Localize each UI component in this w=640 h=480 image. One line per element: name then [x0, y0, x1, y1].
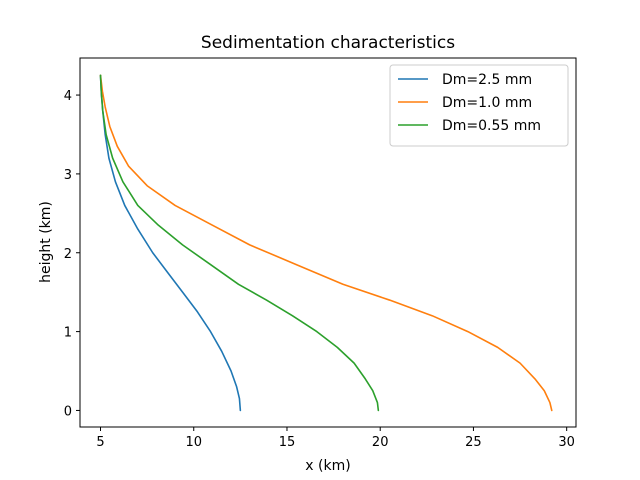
- y-tick-label: 3: [64, 168, 72, 183]
- chart-title: Sedimentation characteristics: [201, 33, 455, 53]
- y-axis-label: height (km): [38, 201, 54, 283]
- series-line-1: [99, 74, 553, 412]
- legend-label-1: Dm=1.0 mm: [442, 95, 532, 111]
- legend-label-2: Dm=0.55 mm: [442, 118, 541, 134]
- x-tick-label: 30: [558, 435, 575, 450]
- y-tick-label: 1: [64, 326, 72, 341]
- legend-label-0: Dm=2.5 mm: [442, 72, 532, 88]
- legend-box: [389, 64, 569, 147]
- x-tick-label: 25: [465, 435, 482, 450]
- y-tick-label: 2: [64, 247, 72, 262]
- plot-area: [99, 74, 553, 412]
- x-tick-label: 10: [185, 435, 202, 450]
- x-tick-label: 5: [96, 435, 104, 450]
- y-tick-label: 4: [64, 89, 72, 104]
- x-axis-label: x (km): [305, 458, 350, 474]
- x-tick-label: 15: [279, 435, 296, 450]
- plot-frame: [79, 57, 577, 428]
- y-tick-label: 0: [64, 404, 72, 419]
- series-line-2: [99, 74, 380, 412]
- legend: Dm=2.5 mm Dm=1.0 mm Dm=0.55 mm: [389, 64, 569, 147]
- axis-ticks: 5 10 15 20 25 30 0 1 2 3 4: [64, 89, 575, 450]
- x-tick-label: 20: [372, 435, 389, 450]
